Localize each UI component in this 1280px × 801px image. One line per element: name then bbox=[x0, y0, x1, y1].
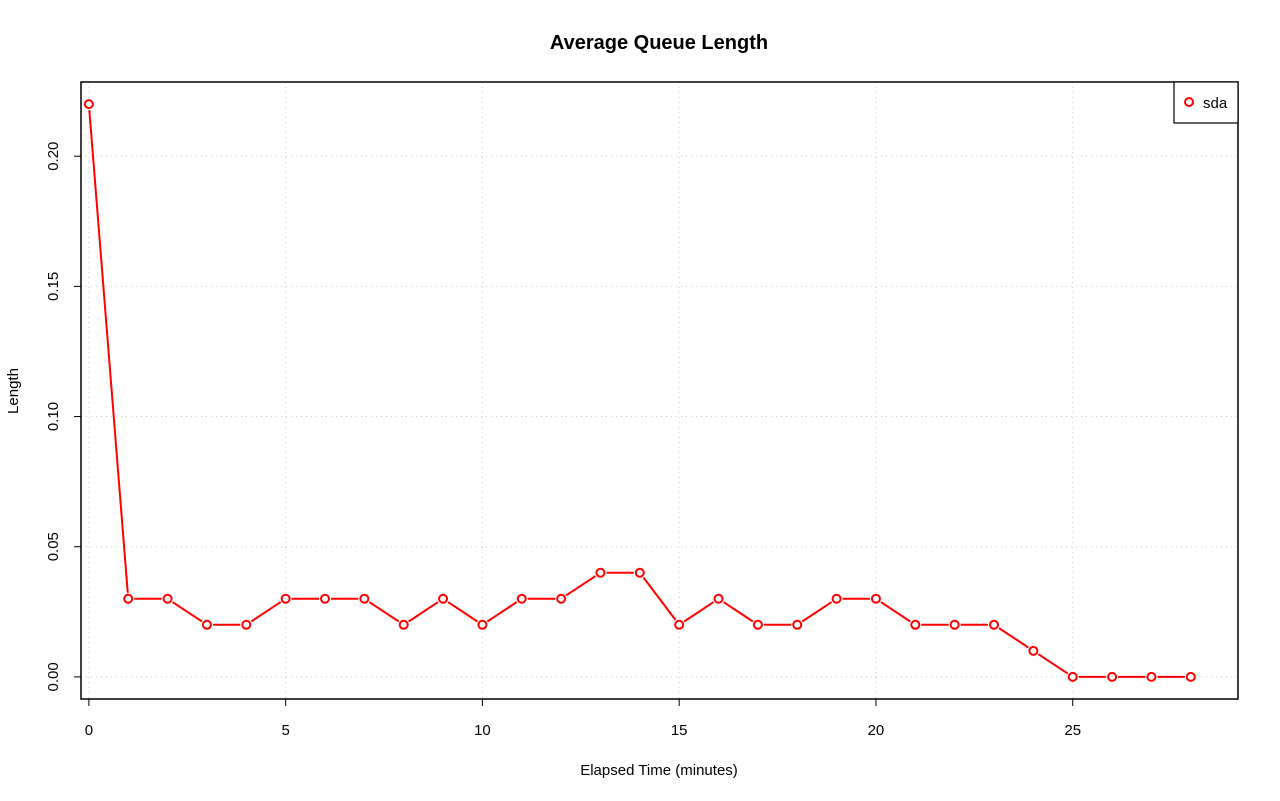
data-point bbox=[280, 593, 291, 604]
line-segment bbox=[1037, 653, 1069, 675]
series-layer bbox=[83, 99, 1196, 682]
y-axis-label: Length bbox=[5, 368, 22, 414]
data-point bbox=[201, 619, 212, 630]
x-tick-label: 25 bbox=[1064, 722, 1081, 739]
data-point bbox=[1185, 671, 1196, 682]
data-point bbox=[595, 567, 606, 578]
data-point bbox=[398, 619, 409, 630]
y-tick-label: 0.05 bbox=[45, 532, 62, 561]
line-segment bbox=[880, 601, 911, 623]
data-point bbox=[319, 593, 330, 604]
data-point bbox=[359, 593, 370, 604]
x-tick-label: 20 bbox=[868, 722, 885, 739]
data-point bbox=[831, 593, 842, 604]
line-segment bbox=[368, 601, 400, 623]
legend-label-sda: sda bbox=[1203, 95, 1228, 112]
data-point bbox=[634, 567, 645, 578]
legend-marker bbox=[1184, 97, 1194, 107]
data-point bbox=[1107, 671, 1118, 682]
y-tick-label: 0.10 bbox=[45, 402, 62, 431]
line-segment bbox=[486, 601, 518, 623]
data-point bbox=[1067, 671, 1078, 682]
x-tick-label: 0 bbox=[85, 722, 93, 739]
y-axis: 0.00 0.05 0.10 0.15 0.20 bbox=[45, 142, 82, 691]
legend: sda bbox=[1173, 81, 1239, 124]
line-segment bbox=[88, 110, 129, 593]
line-segment bbox=[642, 576, 677, 621]
x-tick-label: 5 bbox=[281, 722, 289, 739]
data-point bbox=[241, 619, 252, 630]
y-tick-label: 0.00 bbox=[45, 662, 62, 691]
data-point bbox=[438, 593, 449, 604]
data-point bbox=[162, 593, 173, 604]
line-segment bbox=[250, 601, 282, 623]
data-point bbox=[674, 619, 685, 630]
data-point bbox=[949, 619, 960, 630]
line-segment bbox=[447, 601, 478, 623]
data-point bbox=[516, 593, 527, 604]
data-point bbox=[83, 99, 94, 110]
y-tick-label: 0.20 bbox=[45, 142, 62, 171]
data-point bbox=[910, 619, 921, 630]
x-axis: 0 5 10 15 20 25 bbox=[85, 698, 1081, 739]
data-point bbox=[713, 593, 724, 604]
data-point bbox=[1146, 671, 1157, 682]
line-segment bbox=[801, 601, 833, 623]
data-point bbox=[123, 593, 134, 604]
line-segment bbox=[722, 601, 754, 623]
line-segment bbox=[565, 575, 597, 597]
line-segment bbox=[408, 601, 439, 623]
x-axis-label: Elapsed Time (minutes) bbox=[580, 762, 738, 779]
data-point bbox=[556, 593, 567, 604]
line-segment bbox=[172, 601, 203, 623]
data-point bbox=[792, 619, 803, 630]
y-tick-label: 0.15 bbox=[45, 272, 62, 301]
data-point bbox=[752, 619, 763, 630]
data-point bbox=[1028, 645, 1039, 656]
chart-title: Average Queue Length bbox=[550, 32, 768, 54]
data-point bbox=[870, 593, 881, 604]
series-sda bbox=[83, 99, 1196, 682]
line-segment bbox=[683, 601, 715, 623]
data-point bbox=[477, 619, 488, 630]
line-segment bbox=[998, 627, 1029, 649]
data-point bbox=[989, 619, 1000, 630]
x-tick-label: 15 bbox=[671, 722, 688, 739]
x-tick-label: 10 bbox=[474, 722, 491, 739]
